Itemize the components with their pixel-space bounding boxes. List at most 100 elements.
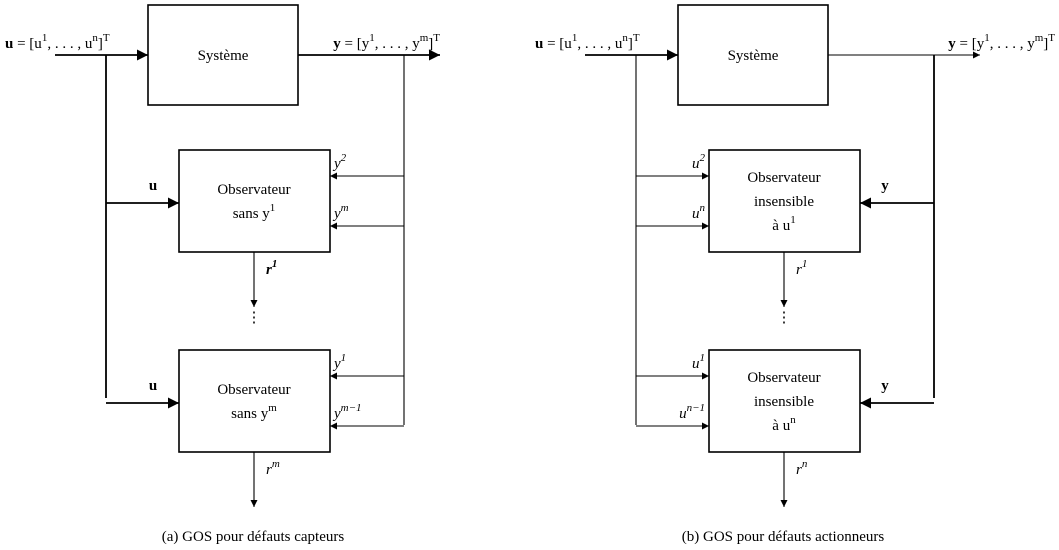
input-signal-label: ym [332,202,349,222]
input-signal-label: ym−1 [332,402,362,422]
text-segment: r [266,462,272,478]
output-label: y = [y1, . . . , ym]T [333,32,440,52]
text-segment: y [332,406,341,422]
residual-label: rm [266,458,280,478]
text-segment: Observateur [217,182,290,198]
text-segment: à u [772,418,790,434]
observer-label: sans y1 [233,202,276,222]
superscript: 1 [984,32,990,44]
text-segment: sans y [233,206,271,222]
input-signal-label: y2 [332,152,347,172]
superscript: 1 [369,32,375,44]
text-segment: , . . . , y [375,36,421,52]
superscript: n [622,32,628,44]
text-segment: Observateur [747,370,820,386]
symbol: y [333,36,341,52]
observer-label: à u1 [772,214,795,234]
observer-box [178,349,331,453]
superscript: n−1 [687,402,705,414]
text-segment: u [692,206,700,222]
superscript: n [802,458,808,470]
superscript: m [341,202,349,214]
superscript: 1 [341,352,347,364]
common-input-label: y [881,178,889,194]
text-segment: Observateur [217,382,290,398]
ellipsis: ⋮ [247,310,262,326]
observer-label: insensible [754,394,814,410]
text-segment: insensible [754,394,814,410]
superscript: 1 [802,258,808,270]
symbol: y [948,36,956,52]
text-segment: , . . . , u [47,36,93,52]
superscript: m [272,458,280,470]
text-segment: ] [428,36,433,52]
text-segment: sans y [231,406,269,422]
symbol: u [535,36,543,52]
observer-box [708,149,861,253]
observer-box [178,149,331,253]
text-segment: ] [98,36,103,52]
input-signal-label: u1 [692,352,705,372]
text-segment: r [266,262,272,278]
superscript: T [1048,32,1055,44]
output-label: y = [y1, . . . , ym]T [948,32,1055,52]
text-segment: u [692,356,700,372]
text-segment: à u [772,218,790,234]
residual-label: rn [796,458,808,478]
observer-label: insensible [754,194,814,210]
superscript: m [268,402,277,414]
text-segment: = [y [956,36,985,52]
superscript: 1 [790,214,796,226]
superscript: 1 [270,202,276,214]
symbol: u [5,36,13,52]
text-segment: y [332,206,341,222]
common-input-label: u [149,178,157,194]
text-segment: u [679,406,687,422]
residual-label: r1 [796,258,807,278]
residual-label: r1 [266,258,277,278]
text-segment: u [692,156,700,172]
superscript: m−1 [341,402,362,414]
superscript: m [420,32,429,44]
text-segment: r [796,462,802,478]
superscript: n [700,202,706,214]
observer-label: Observateur [217,182,290,198]
text-segment: = [u [543,36,572,52]
superscript: 1 [700,352,706,364]
superscript: T [433,32,440,44]
text-segment: r [796,262,802,278]
superscript: 2 [700,152,706,164]
observer-label: à un [772,414,796,434]
superscript: 1 [42,32,48,44]
superscript: n [790,414,796,426]
text-segment: , . . . , u [577,36,623,52]
text-segment: , . . . , y [990,36,1036,52]
observer-label: Observateur [747,170,820,186]
observer-label: Observateur [747,370,820,386]
caption: (a) GOS pour défauts capteurs [162,529,345,545]
observer-label: Observateur [217,382,290,398]
text-segment: = [u [13,36,42,52]
text-segment: ] [1043,36,1048,52]
text-segment: insensible [754,194,814,210]
system-label: Système [728,48,779,64]
system-box [147,4,299,106]
common-input-label: u [149,378,157,394]
observer-label: sans ym [231,402,277,422]
common-input-label: y [881,378,889,394]
text-segment: Observateur [747,170,820,186]
superscript: 2 [341,152,347,164]
superscript: 1 [272,258,278,270]
superscript: T [633,32,640,44]
text-segment: ] [628,36,633,52]
ellipsis: ⋮ [777,310,792,326]
caption: (b) GOS pour défauts actionneurs [682,529,885,545]
input-signal-label: u2 [692,152,706,172]
superscript: m [1035,32,1044,44]
input-signal-label: un [692,202,706,222]
input-label: u = [u1, . . . , un]T [535,32,640,52]
input-label: u = [u1, . . . , un]T [5,32,110,52]
input-signal-label: y1 [332,352,346,372]
observer-box [708,349,861,453]
